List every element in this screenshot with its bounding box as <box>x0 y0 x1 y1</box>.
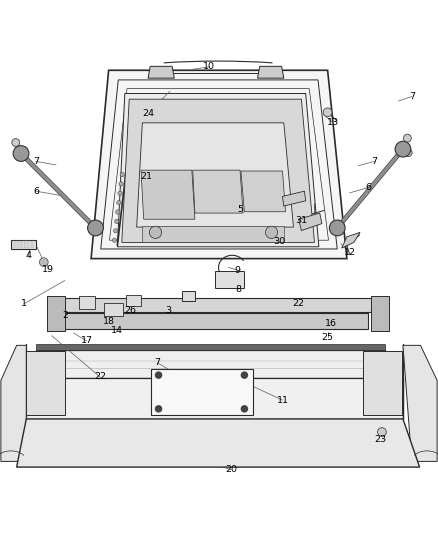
Text: 16: 16 <box>325 319 337 328</box>
Text: 6: 6 <box>365 183 371 192</box>
Text: 19: 19 <box>42 264 54 273</box>
Polygon shape <box>258 66 284 78</box>
Text: 18: 18 <box>102 317 115 326</box>
Polygon shape <box>53 313 368 329</box>
Polygon shape <box>91 70 347 259</box>
Polygon shape <box>49 298 373 312</box>
Circle shape <box>116 210 120 214</box>
Text: 21: 21 <box>141 172 153 181</box>
Text: 11: 11 <box>276 395 289 405</box>
Circle shape <box>119 182 124 186</box>
Text: 26: 26 <box>124 306 137 315</box>
Polygon shape <box>25 241 28 248</box>
Circle shape <box>403 134 411 142</box>
Polygon shape <box>141 170 195 219</box>
Text: 5: 5 <box>237 205 243 214</box>
Polygon shape <box>16 241 18 248</box>
Text: 2: 2 <box>62 311 68 320</box>
Circle shape <box>155 406 162 412</box>
Text: 13: 13 <box>327 118 339 127</box>
Circle shape <box>88 220 103 236</box>
Text: 4: 4 <box>25 252 32 261</box>
Polygon shape <box>47 296 65 332</box>
Polygon shape <box>403 345 437 462</box>
Polygon shape <box>1 345 26 462</box>
Text: 17: 17 <box>81 336 93 345</box>
Text: 9: 9 <box>234 265 240 274</box>
Circle shape <box>329 220 345 236</box>
Polygon shape <box>137 123 293 227</box>
Polygon shape <box>32 241 34 248</box>
Text: 7: 7 <box>371 157 378 166</box>
Circle shape <box>113 229 118 233</box>
Text: 7: 7 <box>409 92 415 101</box>
FancyBboxPatch shape <box>79 296 95 309</box>
FancyBboxPatch shape <box>104 303 123 317</box>
Circle shape <box>323 108 332 117</box>
FancyBboxPatch shape <box>215 271 244 287</box>
Text: 6: 6 <box>33 187 39 196</box>
Polygon shape <box>142 226 284 243</box>
Polygon shape <box>193 170 243 213</box>
Polygon shape <box>148 66 174 78</box>
Polygon shape <box>26 378 403 419</box>
Polygon shape <box>26 351 65 415</box>
Polygon shape <box>342 232 360 248</box>
FancyBboxPatch shape <box>151 368 253 415</box>
Circle shape <box>378 427 386 437</box>
Circle shape <box>267 69 274 76</box>
Polygon shape <box>241 171 286 212</box>
Circle shape <box>158 69 165 76</box>
Circle shape <box>112 238 117 243</box>
FancyBboxPatch shape <box>126 295 141 306</box>
Polygon shape <box>36 350 385 378</box>
Circle shape <box>265 226 278 238</box>
Circle shape <box>118 191 122 196</box>
Text: 23: 23 <box>374 434 386 443</box>
Circle shape <box>12 139 20 147</box>
Circle shape <box>395 141 411 157</box>
Text: 31: 31 <box>295 216 307 225</box>
Polygon shape <box>283 191 306 206</box>
Circle shape <box>149 226 162 238</box>
Polygon shape <box>28 241 31 248</box>
Text: 10: 10 <box>203 62 215 71</box>
Polygon shape <box>36 344 385 350</box>
Polygon shape <box>299 213 322 231</box>
Polygon shape <box>371 296 389 332</box>
Circle shape <box>39 258 48 266</box>
Text: 12: 12 <box>343 248 356 257</box>
Circle shape <box>241 372 247 378</box>
Text: 22: 22 <box>94 373 106 382</box>
Circle shape <box>120 172 124 177</box>
Text: 7: 7 <box>155 358 161 367</box>
Polygon shape <box>13 241 15 248</box>
Text: 14: 14 <box>111 326 124 335</box>
Text: 3: 3 <box>166 306 172 315</box>
Polygon shape <box>117 93 319 247</box>
Polygon shape <box>182 290 195 301</box>
Text: 1: 1 <box>21 299 27 308</box>
Polygon shape <box>122 99 314 243</box>
Text: 25: 25 <box>321 333 334 342</box>
Text: 8: 8 <box>236 285 242 294</box>
Circle shape <box>117 200 121 205</box>
Circle shape <box>404 149 412 157</box>
Text: 24: 24 <box>142 109 154 118</box>
Polygon shape <box>19 241 21 248</box>
Text: 7: 7 <box>33 157 39 166</box>
Polygon shape <box>17 419 420 467</box>
Text: 22: 22 <box>292 299 304 308</box>
Polygon shape <box>22 241 25 248</box>
Circle shape <box>155 372 162 378</box>
Text: 20: 20 <box>225 465 237 474</box>
Text: 30: 30 <box>273 237 286 246</box>
Circle shape <box>241 406 247 412</box>
Polygon shape <box>363 351 402 415</box>
Circle shape <box>114 219 119 224</box>
Circle shape <box>13 146 29 161</box>
Polygon shape <box>11 240 36 249</box>
